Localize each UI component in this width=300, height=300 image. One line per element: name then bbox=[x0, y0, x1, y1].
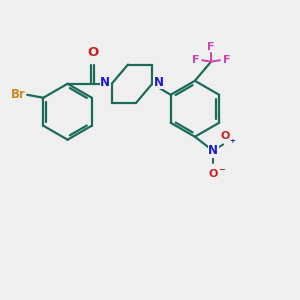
Text: O: O bbox=[221, 131, 230, 141]
Text: +: + bbox=[230, 138, 236, 144]
Text: F: F bbox=[192, 55, 200, 65]
Text: N: N bbox=[154, 76, 164, 89]
Text: Br: Br bbox=[11, 88, 26, 101]
Text: O: O bbox=[208, 169, 218, 178]
Text: F: F bbox=[207, 42, 215, 52]
Text: −: − bbox=[218, 165, 225, 174]
Text: N: N bbox=[208, 144, 218, 158]
Text: N: N bbox=[100, 76, 110, 89]
Text: F: F bbox=[224, 55, 231, 65]
Text: O: O bbox=[87, 46, 98, 59]
